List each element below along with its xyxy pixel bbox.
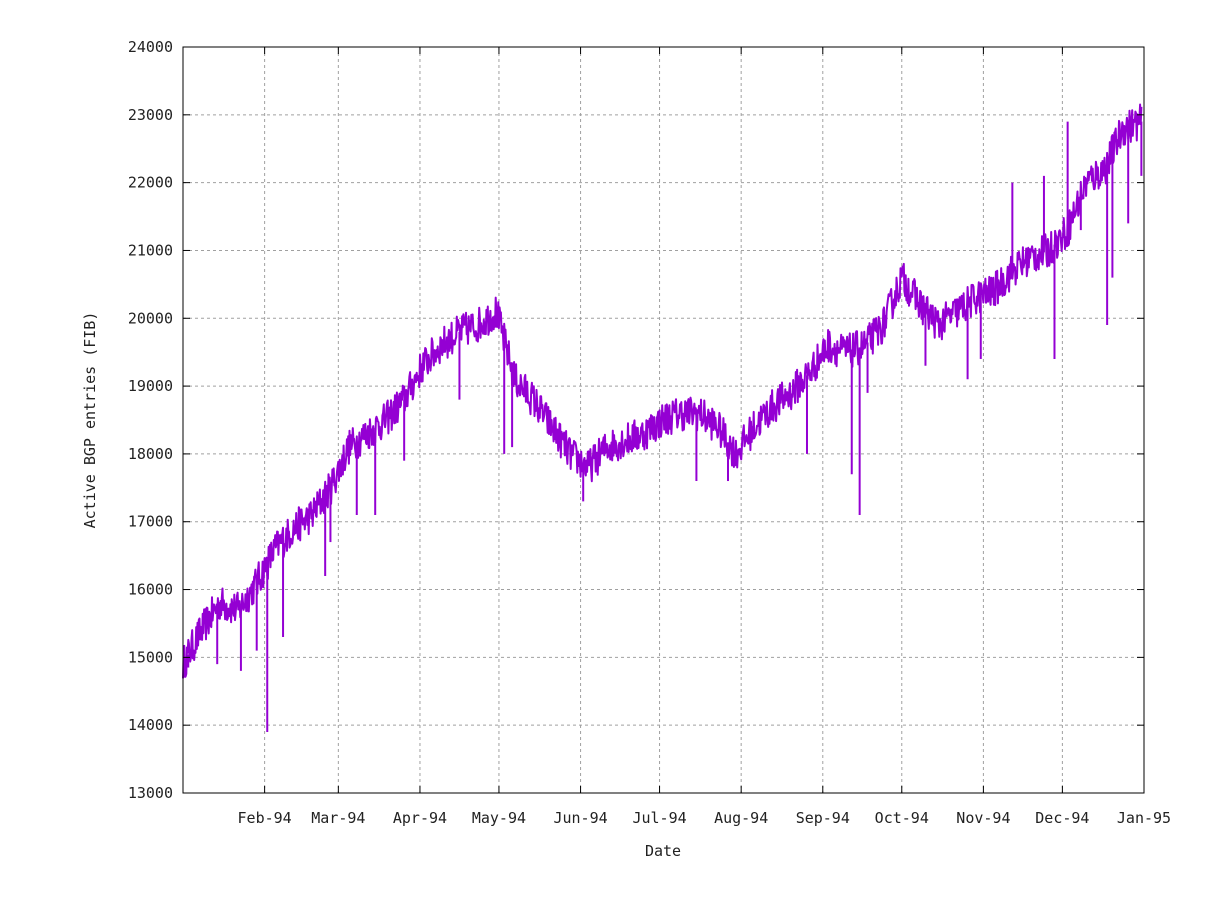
x-tick-label: May-94 <box>472 809 526 827</box>
y-tick-label: 18000 <box>128 445 173 463</box>
x-tick-label: Jul-94 <box>632 809 686 827</box>
bgp-entries-series-line <box>182 103 1143 679</box>
y-tick-label: 17000 <box>128 513 173 531</box>
y-tick-label: 14000 <box>128 716 173 734</box>
y-axis-title: Active BGP entries (FIB) <box>81 312 99 529</box>
x-tick-label: Jan-95 <box>1117 809 1171 827</box>
x-tick-label: Aug-94 <box>714 809 768 827</box>
y-tick-label: 20000 <box>128 309 173 327</box>
x-axis-title: Date <box>645 842 681 860</box>
y-tick-label: 21000 <box>128 241 173 259</box>
x-tick-label: Dec-94 <box>1035 809 1089 827</box>
y-tick-label: 16000 <box>128 581 173 599</box>
y-tick-label: 23000 <box>128 106 173 124</box>
x-tick-label: Jun-94 <box>553 809 607 827</box>
y-tick-label: 19000 <box>128 377 173 395</box>
x-tick-label: Nov-94 <box>956 809 1010 827</box>
x-tick-label: Sep-94 <box>796 809 850 827</box>
y-tick-label: 22000 <box>128 174 173 192</box>
x-tick-label: Mar-94 <box>311 809 365 827</box>
axis-ticks <box>183 46 1145 794</box>
x-tick-label: Apr-94 <box>393 809 447 827</box>
plot-frame <box>182 46 1145 794</box>
y-tick-label: 13000 <box>128 784 173 802</box>
y-axis-tick-labels: 13000 14000 15000 16000 17000 18000 19000 20000… <box>128 38 173 802</box>
y-tick-label: 24000 <box>128 38 173 56</box>
x-tick-label: Oct-94 <box>875 809 929 827</box>
x-tick-label: Feb-94 <box>238 809 292 827</box>
series-layer <box>182 103 1143 732</box>
y-tick-label: 15000 <box>128 648 173 666</box>
x-axis-tick-labels: Feb-94 Mar-94 Apr-94 May-94 Jun-94 Jul-94 Aug-… <box>238 809 1172 827</box>
